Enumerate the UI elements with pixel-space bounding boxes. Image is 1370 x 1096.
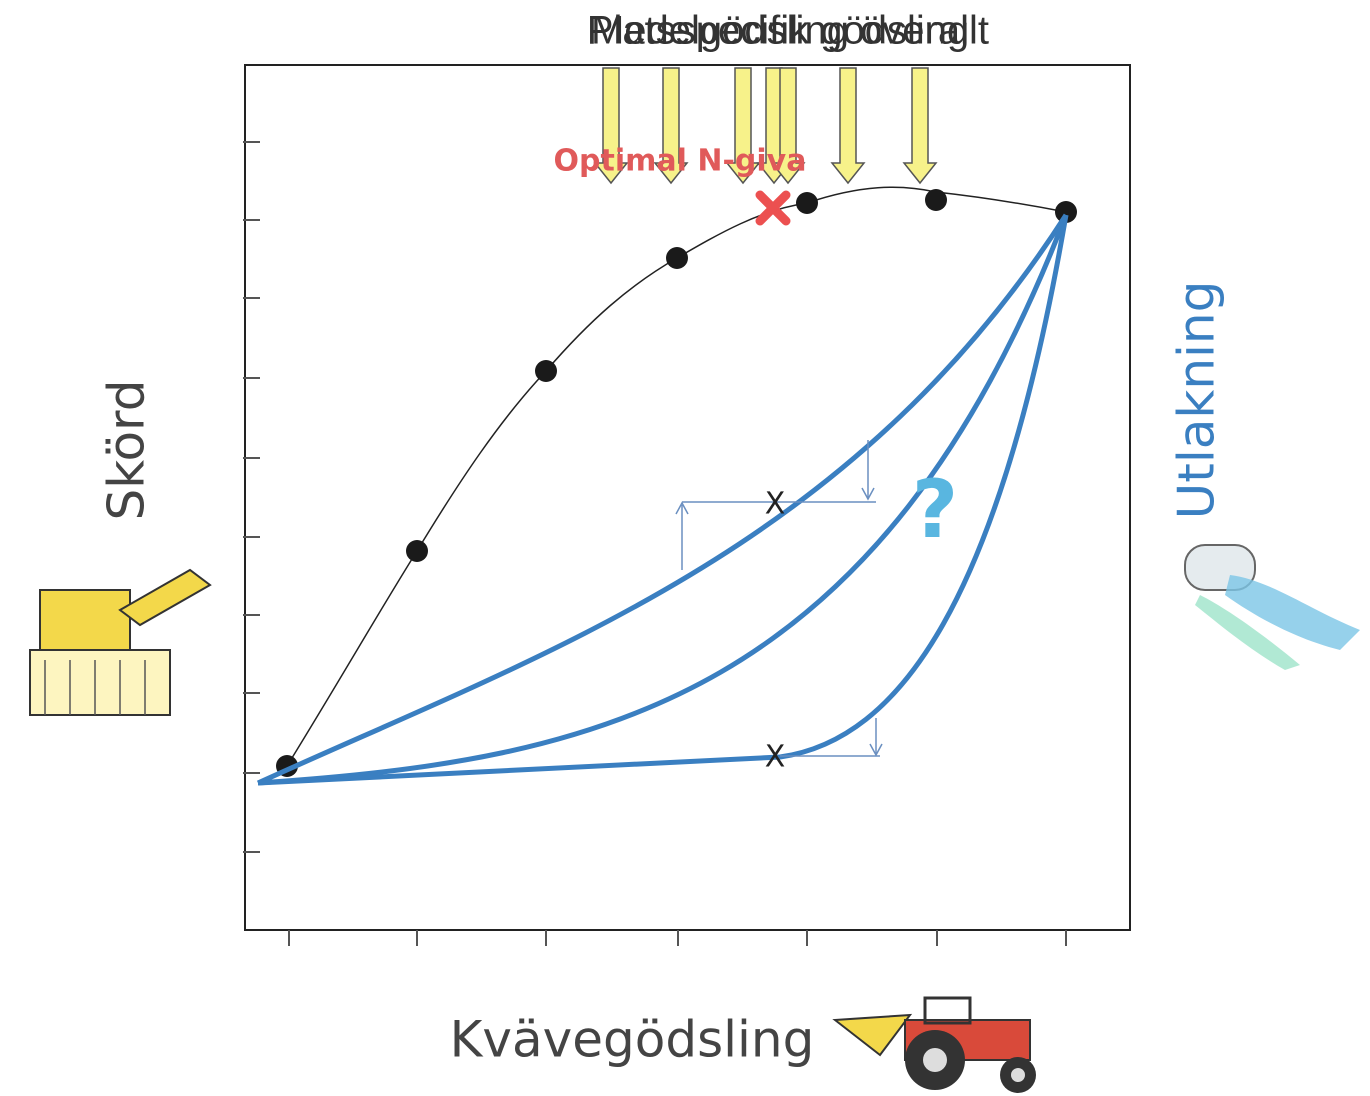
y-axis-label: Skörd [98,380,156,521]
tractor-icon [835,998,1036,1093]
y2-axis-label: Utlakning [1168,281,1226,520]
question-mark: ? [912,463,958,556]
pipe-icon [1185,545,1360,670]
marker: X [765,740,786,775]
strategy-label: Medelgödsling överallt [591,9,989,53]
x-ticks [289,930,1066,946]
optimal-label: Optimal N-giva [554,144,807,179]
harvester-icon [30,570,210,715]
x-axis-label: Kvävegödsling [450,1011,815,1069]
marker: X [765,487,786,522]
diagram: X X ? Optimal N-giva Platsspecifik gödsl… [0,0,1370,1096]
